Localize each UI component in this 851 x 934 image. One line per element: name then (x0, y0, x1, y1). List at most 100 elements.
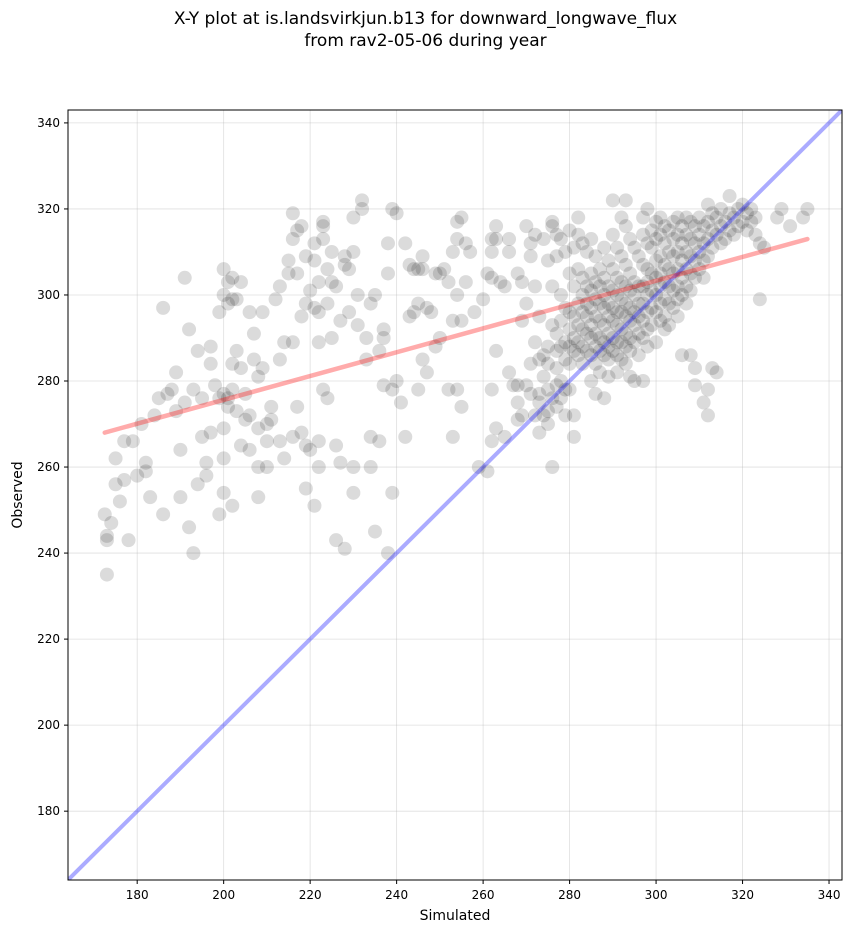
data-point (705, 206, 720, 221)
data-point (337, 249, 352, 264)
data-point (285, 232, 300, 247)
data-point (562, 223, 577, 238)
data-point (588, 292, 603, 307)
data-point (584, 300, 599, 315)
data-point (545, 318, 560, 333)
data-point (623, 232, 638, 247)
data-point (251, 369, 266, 384)
data-point (640, 322, 655, 337)
data-point (575, 339, 590, 354)
data-point (195, 391, 210, 406)
data-point (402, 309, 417, 324)
data-point (618, 279, 633, 294)
data-point (571, 296, 586, 311)
data-point (579, 244, 594, 259)
data-point (545, 460, 560, 475)
data-point (770, 210, 785, 225)
data-point (359, 352, 374, 367)
data-point (242, 408, 257, 423)
data-point (605, 193, 620, 208)
data-point (683, 283, 698, 298)
data-point (644, 240, 659, 255)
data-point (385, 201, 400, 216)
data-point (614, 210, 629, 225)
data-point (329, 279, 344, 294)
data-point (605, 330, 620, 345)
data-point (636, 257, 651, 272)
data-point (385, 382, 400, 397)
data-point (545, 279, 560, 294)
data-point (402, 257, 417, 272)
data-point (623, 283, 638, 298)
data-point (545, 214, 560, 229)
data-point (739, 223, 754, 238)
data-point (597, 348, 612, 363)
data-point (190, 477, 205, 492)
data-point (380, 236, 395, 251)
data-point (458, 236, 473, 251)
data-point (597, 287, 612, 302)
data-point (670, 292, 685, 307)
data-point (571, 210, 586, 225)
data-point (324, 244, 339, 259)
data-point (445, 313, 460, 328)
data-point (649, 214, 664, 229)
data-point (662, 318, 677, 333)
data-point (151, 391, 166, 406)
data-point (255, 305, 270, 320)
data-point (640, 201, 655, 216)
data-point (636, 330, 651, 345)
x-tick-label: 200 (212, 888, 235, 902)
data-points (97, 189, 815, 582)
data-point (687, 236, 702, 251)
x-tick-label: 260 (472, 888, 495, 902)
data-point (592, 296, 607, 311)
data-point (450, 232, 465, 247)
data-point (623, 343, 638, 358)
data-point (316, 214, 331, 229)
data-point (316, 382, 331, 397)
data-point (575, 322, 590, 337)
data-point (125, 434, 140, 449)
data-point (549, 343, 564, 358)
data-point (657, 236, 672, 251)
data-point (662, 279, 677, 294)
data-point (597, 270, 612, 285)
data-point (692, 210, 707, 225)
data-point (419, 365, 434, 380)
data-point (411, 382, 426, 397)
data-point (683, 214, 698, 229)
x-tick-label: 180 (126, 888, 149, 902)
data-point (138, 464, 153, 479)
data-point (571, 335, 586, 350)
data-point (229, 343, 244, 358)
data-point (450, 382, 465, 397)
data-point (549, 249, 564, 264)
data-point (670, 244, 685, 259)
data-point (117, 434, 132, 449)
data-point (489, 343, 504, 358)
data-point (783, 219, 798, 234)
data-point (346, 460, 361, 475)
data-point (536, 348, 551, 363)
data-point (605, 227, 620, 242)
data-point (709, 365, 724, 380)
data-point (618, 219, 633, 234)
data-point (722, 206, 737, 221)
data-point (108, 477, 123, 492)
x-tick-label: 340 (818, 888, 841, 902)
data-point (687, 270, 702, 285)
data-point (696, 395, 711, 410)
data-point (536, 369, 551, 384)
data-point (177, 395, 192, 410)
data-point (540, 253, 555, 268)
data-point (683, 249, 698, 264)
data-point (592, 313, 607, 328)
data-point (553, 287, 568, 302)
data-point (601, 253, 616, 268)
data-point (618, 296, 633, 311)
data-point (294, 219, 309, 234)
data-point (588, 339, 603, 354)
data-point (666, 266, 681, 281)
data-point (212, 391, 227, 406)
